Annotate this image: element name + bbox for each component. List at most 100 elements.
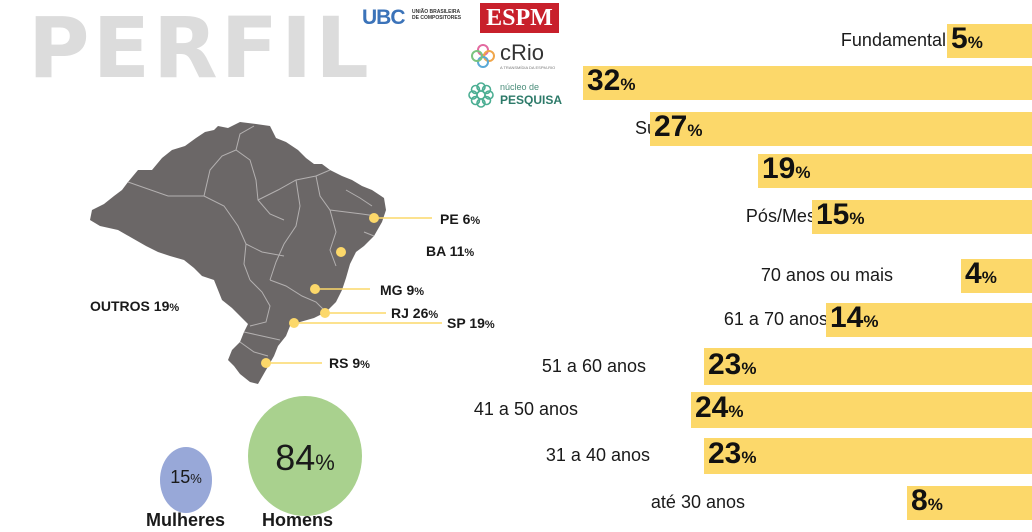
state-suffix: % [428, 309, 439, 321]
bar-value-suffix: % [620, 75, 636, 94]
ubc-logo-subtitle: UNIÃO BRASILEIRA DE COMPOSITORES [412, 9, 462, 21]
state-name: RJ [391, 305, 409, 321]
bar-value-number: 32 [587, 64, 621, 97]
men-bubble: 84% [248, 396, 362, 516]
crio-logo-text: cRio [500, 40, 545, 65]
bar-value-label: 32% [587, 66, 636, 96]
state-suffix: % [464, 247, 475, 259]
callout-dot-pe [369, 213, 379, 223]
state-label-outros: OUTROS 19% [90, 298, 179, 314]
bar [907, 486, 1032, 520]
state-name: SP [447, 315, 466, 331]
nucleo-logo-icon [468, 82, 494, 108]
state-value: 6 [462, 211, 471, 227]
bar-value-number: 27 [654, 110, 688, 143]
bar-value-number: 8 [911, 484, 928, 517]
bar [691, 392, 1032, 428]
state-name: MG [380, 282, 403, 298]
bar-value-label: 8% [911, 486, 943, 516]
bar-value-number: 15 [816, 198, 850, 231]
ubc-logo-mark: UBC [362, 6, 405, 29]
state-value: 9 [352, 355, 361, 371]
bar-category-label: Fundamental [840, 30, 946, 50]
crio-logo: cRio A TRANSMÍDIA DA ESPM-RIO [470, 40, 560, 74]
bar-value-label: 27% [654, 112, 703, 142]
state-label-ba: BA 11% [426, 243, 474, 259]
state-value: 19 [469, 315, 485, 331]
state-suffix: % [414, 286, 425, 298]
bar-value-label: 19% [762, 154, 811, 184]
bar [961, 259, 1032, 293]
bar-category-label: 61 a 70 anos [723, 309, 828, 329]
bar-value-suffix: % [927, 495, 943, 514]
women-bubble: 15% [160, 447, 212, 513]
bar-value-label: 14% [830, 303, 879, 333]
nucleo-logo-line1: núcleo de [500, 82, 540, 92]
bar [758, 154, 1032, 188]
women-suffix: % [190, 471, 202, 486]
state-value: 19 [153, 298, 170, 314]
bar-value-suffix: % [849, 209, 865, 228]
bar-value-label: 23% [708, 347, 757, 381]
state-value: 11 [449, 243, 465, 259]
bar-value-number: 14 [830, 301, 864, 334]
state-label-rs: RS 9% [329, 355, 370, 371]
state-suffix: % [484, 319, 495, 331]
brazil-map-shape [90, 122, 386, 384]
bar-category-label: 31 a 40 anos [545, 445, 650, 465]
bar [826, 303, 1032, 337]
state-label-rj: RJ 26% [391, 305, 438, 321]
state-value: 9 [406, 282, 415, 298]
men-value: 84% [248, 437, 362, 479]
bar-category-label: até 30 anos [650, 492, 745, 512]
bar-value-label: 15% [816, 200, 865, 230]
bar-value-suffix: % [981, 268, 997, 287]
state-suffix: % [169, 302, 180, 314]
bar-value-number: 24 [695, 391, 729, 424]
bar-value-label: 24% [695, 393, 744, 423]
nucleo-logo-line2: PESQUISA [500, 93, 563, 107]
bar [704, 348, 1032, 385]
bar-value-label: 5% [951, 24, 983, 54]
state-name: OUTROS [90, 298, 150, 314]
state-label-mg: MG 9% [380, 282, 424, 298]
state-name: PE [440, 211, 459, 227]
bar-value-suffix: % [741, 358, 757, 378]
bar-value-label: 23% [708, 439, 757, 469]
bar-value-number: 23 [708, 437, 742, 470]
state-suffix: % [360, 359, 370, 371]
callout-dot-rj [320, 308, 330, 318]
bar-category-label: 51 a 60 anos [541, 355, 646, 376]
bar-category-label: 41 a 50 anos [473, 399, 578, 419]
bar [583, 66, 1032, 100]
callout-dot-ba [336, 247, 346, 257]
bar-value-number: 4 [965, 257, 982, 290]
callout-dot-sp [289, 318, 299, 328]
bar-value-suffix: % [967, 33, 983, 52]
state-suffix: % [470, 215, 481, 227]
map-callouts [261, 213, 442, 368]
state-value: 26 [412, 305, 429, 321]
men-label: Homens [262, 510, 334, 530]
page-title: PERFIL [28, 0, 372, 97]
state-label-pe: PE 6% [440, 211, 480, 227]
callout-dot-rs [261, 358, 271, 368]
bar [650, 112, 1032, 146]
state-label-sp: SP 19% [447, 315, 495, 331]
crio-logo-subtitle: A TRANSMÍDIA DA ESPM-RIO [500, 65, 556, 70]
women-value: 15% [160, 467, 212, 488]
bar-value-number: 23 [708, 347, 742, 381]
bar-value-suffix: % [795, 163, 811, 182]
state-name: RS [329, 355, 349, 371]
nucleo-pesquisa-logo: núcleo de PESQUISA [466, 80, 562, 112]
ubc-logo: UBC UNIÃO BRASILEIRA DE COMPOSITORES [362, 6, 461, 32]
bar-value-number: 5 [951, 22, 968, 55]
women-label: Mulheres [146, 510, 226, 530]
crio-logo-icon [471, 44, 495, 68]
men-suffix: % [315, 450, 335, 475]
espm-logo: ESPM [480, 3, 559, 33]
women-number: 15 [170, 467, 191, 487]
bar-value-label: 4% [965, 259, 997, 289]
bar [704, 438, 1032, 474]
